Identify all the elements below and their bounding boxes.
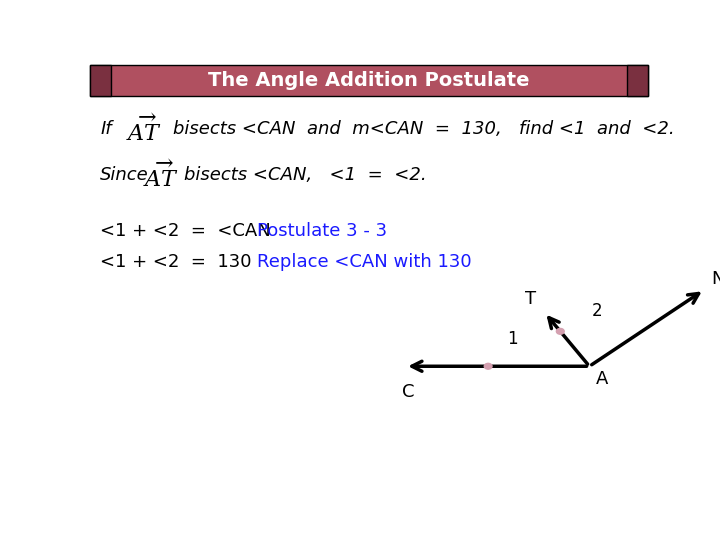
Text: N: N (711, 270, 720, 288)
Circle shape (557, 328, 564, 334)
Text: bisects <CAN,   <1  =  <2.: bisects <CAN, <1 = <2. (184, 166, 426, 184)
Text: A: A (596, 370, 608, 388)
Circle shape (657, 316, 665, 322)
FancyBboxPatch shape (627, 65, 648, 96)
FancyBboxPatch shape (90, 65, 648, 96)
Text: $\overrightarrow{AT}$: $\overrightarrow{AT}$ (126, 113, 162, 145)
Circle shape (485, 363, 492, 369)
Text: Replace <CAN with 130: Replace <CAN with 130 (258, 253, 472, 271)
FancyBboxPatch shape (90, 65, 111, 96)
Text: 2: 2 (592, 302, 602, 320)
Text: 1: 1 (507, 329, 518, 348)
Text: C: C (402, 383, 414, 401)
Text: T: T (525, 289, 536, 308)
Text: The Angle Addition Postulate: The Angle Addition Postulate (208, 71, 530, 90)
Text: If: If (100, 120, 112, 138)
Text: $\overrightarrow{AT}$: $\overrightarrow{AT}$ (143, 159, 179, 191)
Text: bisects <CAN  and  m<CAN  =  130,   find <1  and  <2.: bisects <CAN and m<CAN = 130, find <1 an… (173, 120, 674, 138)
Text: Postulate 3 - 3: Postulate 3 - 3 (258, 222, 387, 240)
Text: <1 + <2  =  130: <1 + <2 = 130 (100, 253, 251, 271)
Text: <1 + <2  =  <CAN: <1 + <2 = <CAN (100, 222, 271, 240)
Text: Since: Since (100, 166, 149, 184)
